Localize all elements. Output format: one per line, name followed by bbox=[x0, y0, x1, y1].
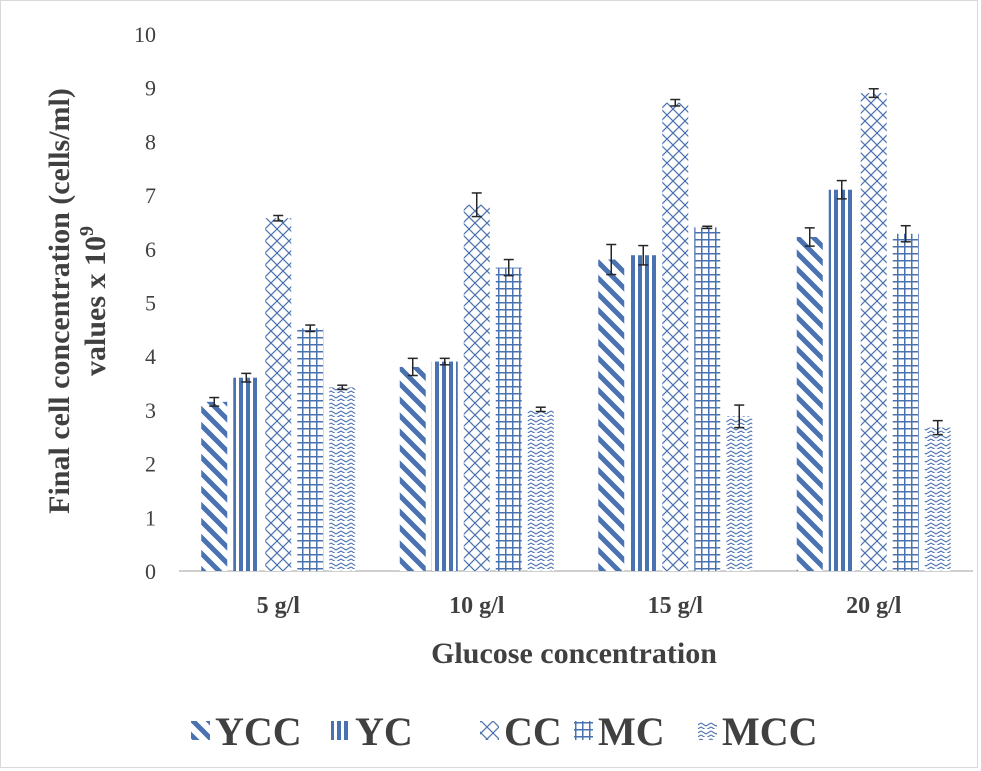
x-axis-categories: 5 g/l 10 g/l 15 g/l 20 g/l bbox=[257, 593, 902, 619]
bar-ycc-1 bbox=[399, 366, 426, 571]
legend-label: YCC bbox=[215, 709, 302, 754]
y-axis-ticks: 0 1 2 3 4 5 6 7 8 9 10 bbox=[134, 22, 156, 584]
bar-mc-3 bbox=[892, 233, 919, 571]
legend: YCC YC CC MC MCC bbox=[191, 709, 818, 754]
y-axis-title-line1: Final cell concentration (cells/ml) bbox=[43, 88, 76, 514]
bar-yc-3 bbox=[828, 189, 855, 572]
bar-mcc-1 bbox=[527, 409, 554, 571]
legend-label: MCC bbox=[722, 709, 818, 754]
error-bar-mcc-3 bbox=[932, 419, 943, 436]
error-bar-yc-0 bbox=[241, 372, 252, 383]
bar-mcc-2 bbox=[726, 416, 753, 571]
bar-mc-0 bbox=[297, 328, 324, 571]
legend-swatch bbox=[698, 721, 717, 740]
bar-yc-1 bbox=[431, 361, 458, 571]
legend-item-mcc: MCC bbox=[698, 709, 818, 754]
legend-item-ycc: YCC bbox=[191, 709, 302, 754]
y-tick-label: 5 bbox=[145, 291, 156, 316]
y-tick-label: 7 bbox=[145, 183, 156, 208]
bar-mc-1 bbox=[495, 267, 522, 571]
bar-ycc-0 bbox=[201, 401, 228, 571]
error-bar-ycc-3 bbox=[804, 227, 815, 247]
bar-cc-0 bbox=[265, 218, 292, 572]
y-tick-label: 4 bbox=[145, 344, 156, 369]
legend-swatch bbox=[480, 721, 499, 740]
error-bar-ycc-2 bbox=[606, 243, 617, 276]
error-bar-ycc-0 bbox=[209, 396, 220, 407]
error-bar-mcc-0 bbox=[337, 384, 348, 391]
error-bar-cc-2 bbox=[670, 98, 681, 107]
error-bar-ycc-1 bbox=[407, 357, 418, 377]
y-tick-label: 8 bbox=[145, 129, 156, 154]
error-bar-yc-2 bbox=[638, 244, 649, 266]
bar-mcc-3 bbox=[924, 427, 951, 571]
error-bar-yc-3 bbox=[836, 179, 847, 200]
legend-item-yc: YC bbox=[331, 709, 413, 754]
error-bar-mc-2 bbox=[702, 225, 713, 230]
error-bar-mc-3 bbox=[900, 224, 911, 243]
bar-yc-2 bbox=[630, 255, 657, 571]
legend-label: MC bbox=[598, 709, 665, 754]
error-bars bbox=[209, 88, 943, 436]
y-axis-title-line2: values x 109 bbox=[76, 226, 112, 376]
error-bar-mc-1 bbox=[503, 258, 514, 277]
y-tick-label: 1 bbox=[145, 505, 156, 530]
bar-cc-3 bbox=[860, 93, 887, 571]
y-axis-title: Final cell concentration (cells/ml) valu… bbox=[43, 88, 112, 514]
bar-yc-0 bbox=[233, 377, 260, 571]
y-axis-title-exponent: 9 bbox=[76, 226, 98, 236]
error-bar-cc-0 bbox=[273, 214, 284, 222]
bar-cc-1 bbox=[463, 204, 490, 572]
x-category-label: 5 g/l bbox=[257, 593, 301, 619]
bar-ycc-2 bbox=[598, 259, 625, 571]
y-tick-label: 6 bbox=[145, 237, 156, 262]
x-category-label: 10 g/l bbox=[449, 593, 505, 619]
y-tick-label: 2 bbox=[145, 452, 156, 477]
y-tick-label: 9 bbox=[145, 76, 156, 101]
bars bbox=[201, 93, 951, 572]
y-tick-label: 10 bbox=[134, 22, 156, 47]
bar-mcc-0 bbox=[329, 387, 356, 571]
error-bar-yc-1 bbox=[439, 357, 450, 366]
bar-mc-2 bbox=[694, 227, 721, 571]
legend-swatch bbox=[574, 721, 593, 740]
error-bar-cc-1 bbox=[471, 192, 482, 218]
x-category-label: 20 g/l bbox=[846, 593, 902, 619]
legend-item-mc: MC bbox=[574, 709, 665, 754]
y-axis-title-base: values x 10 bbox=[79, 236, 112, 376]
legend-label: CC bbox=[504, 709, 562, 754]
legend-label: YC bbox=[355, 709, 413, 754]
bar-ycc-3 bbox=[796, 236, 823, 571]
legend-item-cc: CC bbox=[480, 709, 562, 754]
y-tick-label: 0 bbox=[145, 559, 156, 584]
bar-cc-2 bbox=[662, 102, 689, 572]
x-axis-title: Glucose concentration bbox=[431, 637, 717, 670]
legend-swatch bbox=[191, 721, 210, 740]
error-bar-cc-3 bbox=[868, 88, 879, 99]
error-bar-mcc-1 bbox=[535, 406, 546, 413]
error-bar-mcc-2 bbox=[734, 404, 745, 429]
legend-swatch bbox=[331, 721, 350, 740]
y-tick-label: 3 bbox=[145, 398, 156, 423]
error-bar-mc-0 bbox=[305, 324, 316, 333]
x-category-label: 15 g/l bbox=[648, 593, 704, 619]
